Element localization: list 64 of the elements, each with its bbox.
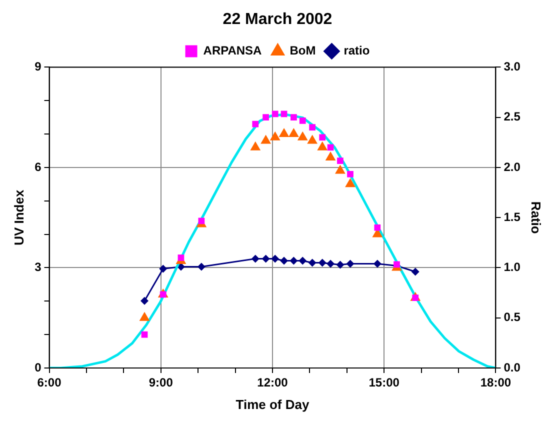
point	[262, 114, 269, 121]
legend-label: ARPANSA	[203, 44, 262, 58]
point	[373, 260, 382, 268]
point	[374, 224, 381, 231]
point	[271, 254, 280, 263]
point	[337, 158, 344, 164]
point	[140, 296, 149, 305]
point	[250, 141, 261, 150]
y-axis-title: UV Index	[11, 189, 26, 246]
legend-label: BoM	[290, 44, 316, 58]
point	[251, 254, 260, 263]
point	[260, 134, 271, 144]
chart-title: 22 March 2002	[222, 11, 332, 28]
y2-tick-label: 1.0	[504, 260, 521, 274]
point	[346, 260, 354, 268]
y-tick-label: 9	[34, 60, 42, 74]
x-tick-label: 9:00	[148, 376, 174, 390]
y2-tick-label: 2.5	[504, 110, 521, 124]
x-tick-label: 15:00	[368, 376, 400, 390]
y2-tick-label: 3.0	[504, 60, 521, 74]
point	[197, 262, 206, 271]
y2-tick-label: 1.5	[504, 210, 521, 224]
y-tick-label: 6	[34, 160, 42, 174]
point	[280, 256, 288, 265]
point	[307, 134, 318, 144]
point	[299, 117, 306, 124]
point	[345, 178, 356, 188]
point	[309, 124, 316, 131]
y2-axis-title: Ratio	[528, 201, 544, 234]
point	[298, 256, 307, 265]
y-tick-label: 3	[34, 260, 42, 274]
point	[159, 264, 168, 273]
point	[318, 258, 326, 267]
y2-tick-label: 2.0	[504, 160, 521, 174]
point	[178, 254, 184, 261]
point	[290, 114, 297, 121]
point	[139, 312, 150, 321]
point	[262, 254, 270, 263]
legend-label: ratio	[344, 44, 370, 58]
point	[278, 128, 290, 138]
point	[411, 268, 420, 276]
point	[290, 256, 298, 265]
point	[308, 258, 316, 267]
x-axis-title: Time of Day	[236, 396, 310, 412]
point	[297, 131, 308, 140]
x-tick-label: 6:00	[37, 376, 62, 390]
x-tick-label: 12:00	[257, 376, 288, 390]
point	[141, 331, 148, 338]
x-tick-label: 18:00	[480, 376, 512, 390]
y2-tick-label: 0.0	[504, 360, 521, 374]
y2-tick-label: 0.5	[504, 310, 521, 324]
point	[325, 151, 336, 160]
point	[288, 128, 299, 138]
y-tick-label: 0	[34, 360, 42, 374]
point	[270, 131, 280, 140]
point	[347, 170, 354, 178]
point	[319, 134, 326, 141]
point	[326, 260, 335, 268]
point	[252, 120, 259, 128]
point	[317, 141, 328, 150]
point	[327, 144, 334, 151]
point	[272, 110, 278, 118]
point	[335, 164, 346, 174]
point	[336, 260, 344, 269]
